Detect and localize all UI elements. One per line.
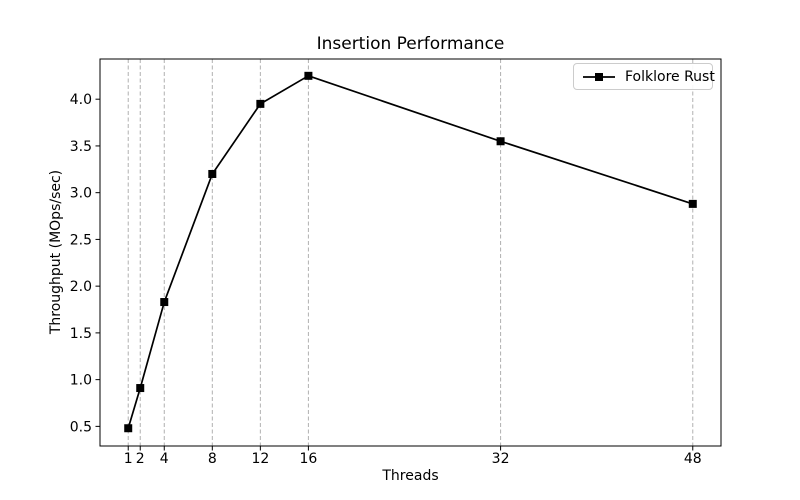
series-line — [127, 74, 694, 429]
chart-title: Insertion Performance — [316, 34, 505, 54]
y-tick-label: 2.5 — [70, 232, 92, 248]
data-point-marker — [496, 137, 505, 146]
data-point-marker — [304, 71, 313, 80]
legend-square-marker-icon — [595, 72, 603, 81]
y-tick-label: 1.5 — [70, 326, 92, 342]
data-point-marker — [688, 199, 697, 208]
data-point-marker — [208, 169, 217, 178]
x-tick-label: 4 — [160, 451, 169, 467]
data-point-marker — [136, 384, 145, 393]
data-point-marker — [160, 298, 169, 307]
x-tick-labels: 1 2 4 8 12 16 32 48 — [124, 446, 702, 467]
y-tick-label: 3.5 — [70, 139, 92, 155]
legend-line-icon — [583, 72, 615, 81]
vertical-gridlines — [127, 59, 694, 446]
legend-label: Folklore Rust — [625, 68, 715, 85]
x-tick-label: 16 — [299, 451, 317, 467]
data-point-marker — [124, 424, 133, 433]
plot-border — [99, 58, 722, 447]
y-axis-label: Throughput (MOps/sec) — [48, 169, 64, 335]
y-tick-label: 1.0 — [70, 373, 92, 389]
legend: Folklore Rust — [573, 63, 715, 90]
x-tick-label: 8 — [208, 451, 217, 467]
x-tick-label: 32 — [492, 451, 510, 467]
x-tick-label: 1 — [124, 451, 133, 467]
y-tick-label: 3.0 — [70, 186, 92, 202]
y-tick-label: 2.0 — [70, 279, 92, 295]
data-point-marker — [256, 99, 265, 108]
x-tick-label: 48 — [684, 451, 702, 467]
y-tick-label: 4.0 — [70, 92, 92, 108]
y-tick-labels: 0.5 1.0 1.5 2.0 2.5 3.0 3.5 4.0 — [70, 92, 100, 435]
x-axis-label: Threads — [382, 468, 439, 484]
series-folklore-rust — [124, 71, 697, 433]
y-tick-label: 0.5 — [70, 419, 92, 435]
x-tick-label: 2 — [136, 451, 145, 467]
x-tick-label: 12 — [251, 451, 269, 467]
